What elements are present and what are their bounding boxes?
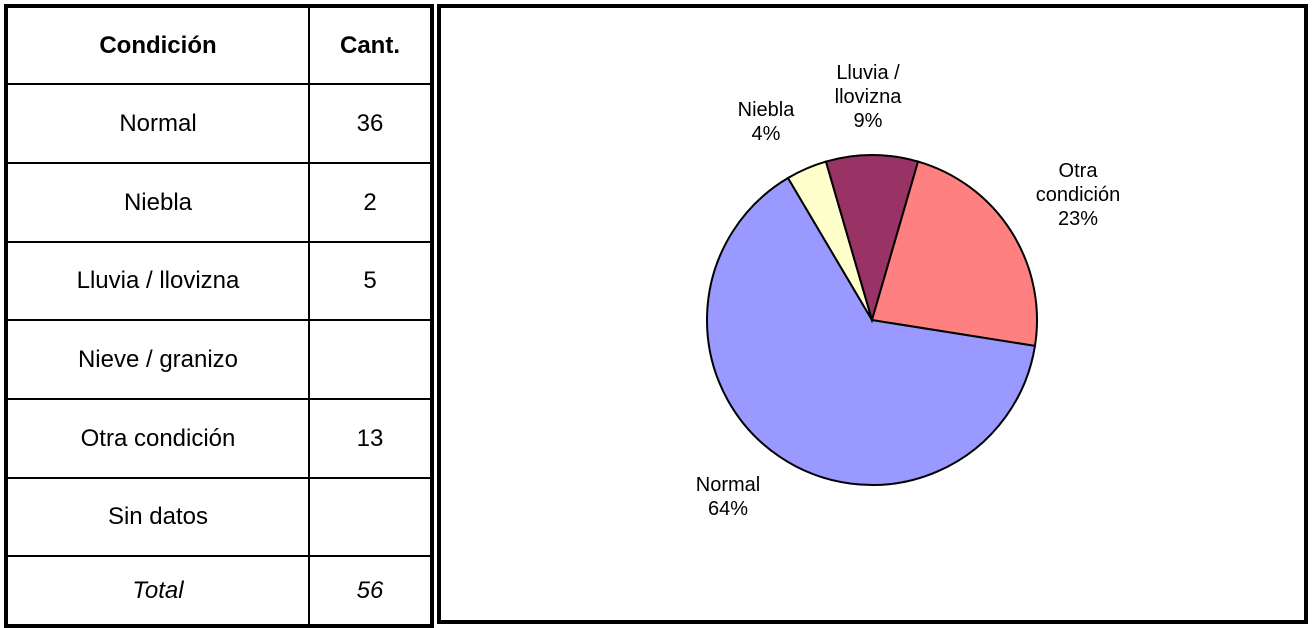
- table-cell: Otra condición: [5, 398, 310, 479]
- slice-label: Otra condición 23%: [1023, 159, 1133, 231]
- table-cell: Total: [5, 555, 310, 627]
- table-cell: Lluvia / llovizna: [5, 241, 310, 321]
- table-row: Nieve / granizo: [5, 319, 433, 400]
- slice-name: Niebla: [737, 99, 795, 121]
- slice-name: Lluvia / llovizna: [834, 62, 902, 108]
- slice-label: Niebla 4%: [711, 98, 821, 146]
- slice-label: Normal 64%: [673, 473, 783, 521]
- table-row: Niebla 2: [5, 162, 433, 243]
- table-row: Condición Cant.: [5, 5, 433, 85]
- table-cell: Condición: [5, 5, 310, 85]
- data-table: Condición Cant. Normal 36 Niebla 2 Lluvia / ll…: [4, 4, 434, 628]
- slice-value: 23%: [1057, 208, 1099, 230]
- table-cell: 56: [308, 555, 433, 627]
- table-row: Sin datos: [5, 477, 433, 557]
- slice-value: 4%: [751, 123, 781, 145]
- table-cell: Nieve / granizo: [5, 319, 310, 400]
- slice-name: Normal: [695, 474, 761, 496]
- slice-name: Otra condición: [1035, 160, 1121, 206]
- table-cell: Sin datos: [5, 477, 310, 557]
- table-row: Otra condición 13: [5, 398, 433, 479]
- table-cell: [308, 319, 433, 400]
- table-row: Normal 36: [5, 83, 433, 164]
- slice-value: 64%: [707, 498, 749, 520]
- table-cell: 2: [308, 162, 433, 243]
- pie-slice: [706, 176, 1037, 486]
- slice-value: 9%: [853, 110, 883, 132]
- table-cell: Cant.: [308, 5, 433, 85]
- pie-slice: [824, 154, 920, 324]
- table-row: Lluvia / llovizna 5: [5, 241, 433, 321]
- table-row: Total 56: [5, 555, 433, 627]
- table-cell: 5: [308, 241, 433, 321]
- slice-label: Lluvia / llovizna 9%: [813, 61, 923, 133]
- table-cell: Niebla: [5, 162, 310, 243]
- table-cell: 13: [308, 398, 433, 479]
- pie-slice: [870, 160, 1038, 347]
- table-cell: Normal: [5, 83, 310, 164]
- chart-panel: [437, 4, 1308, 624]
- table-cell: 36: [308, 83, 433, 164]
- table-cell: [308, 477, 433, 557]
